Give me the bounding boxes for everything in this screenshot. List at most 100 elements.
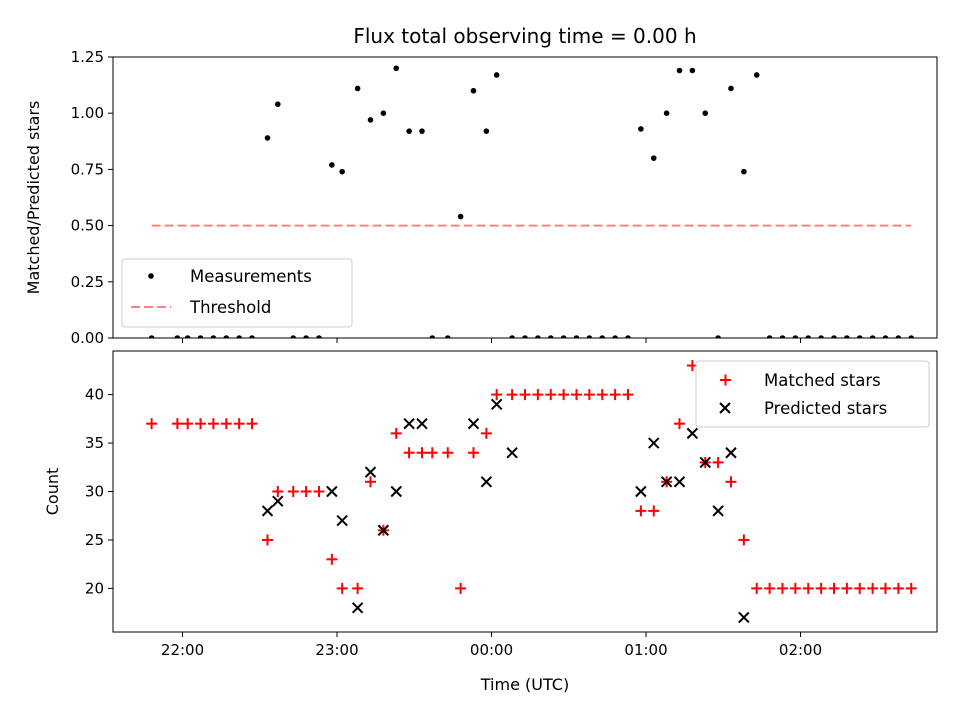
measurement-point [741,168,747,175]
matched-stars-point [287,486,299,497]
matched-stars-point [635,505,647,517]
y-axis-label: Matched/Predicted stars [24,101,43,295]
measurement-point [522,335,528,338]
matched-stars-point [272,486,284,497]
matched-stars-point [892,582,904,594]
measurement-point [339,168,345,175]
matched-stars-point [207,418,219,430]
predicted-stars-point [712,505,724,517]
y-tick-label: 20 [85,579,104,597]
measurement-point [223,335,230,338]
matched-stars-point [545,389,557,401]
predicted-stars-point [635,485,647,498]
matched-stars-point [233,418,245,430]
predicted-stars-point [416,417,428,430]
measurement-point [869,335,876,338]
matched-stars-point [841,582,853,594]
measurement-point [210,335,217,338]
matched-stars-point [674,418,685,430]
x-tick-label: 01:00 [624,641,667,659]
predicted-stars-point [648,437,660,449]
measurement-point [406,128,412,134]
measurement-point [573,335,580,338]
measurement-point [197,335,204,338]
measurement-point [625,335,631,338]
x-tick-label: 22:00 [161,641,204,659]
matched-stars-point [802,582,814,594]
legend-predicted-label: Predicted stars [764,399,887,418]
matched-stars-point [571,389,582,401]
matched-stars-point [532,389,544,401]
x-tick-label: 23:00 [315,641,358,659]
measurement-point [444,335,451,338]
measurement-point [805,335,812,338]
legend-threshold-label: Threshold [189,298,271,317]
measurement-point [316,335,322,338]
matched-stars-point [506,389,518,401]
panel-top-ratio: 0.00 0.25 0.50 0.75 1.00 1.25 Flux total obser… [24,24,938,347]
matched-stars-point [583,389,595,401]
legend-measurements-marker [148,273,154,279]
measurement-point [895,335,902,338]
predicted-stars-point [390,485,402,498]
measurement-point [818,335,824,338]
matched-stars-point [777,582,788,594]
measurement-point [779,335,786,338]
axes-frame [112,350,938,633]
predicted-stars-point [725,447,737,459]
matched-stars-point [416,447,428,459]
measurement-point [728,85,734,92]
matched-stars-point [390,427,402,439]
legend-matched-label: Matched stars [764,371,881,390]
y-tick-label: 0.50 [71,217,104,235]
matched-stars-point [738,534,750,546]
measurement-point [470,87,477,94]
measurement-point [856,335,863,338]
y-tick-label: 0.25 [71,273,104,291]
matched-stars-point [455,582,467,594]
legend-box [121,258,353,328]
matched-stars-point [880,582,891,594]
measurement-point [831,335,837,338]
matched-stars-point [182,418,194,430]
measurement-point [419,128,425,134]
x-tick-label: 02:00 [779,641,822,659]
plot-area [146,360,917,624]
matched-stars-point [146,418,158,430]
predicted-stars-point [506,447,518,459]
chart-title: Flux total observing time = 0.00 h [353,24,696,48]
measurement-point [264,135,271,141]
measurement-point [792,335,799,338]
legend-box [695,360,930,428]
matched-stars-point [365,476,376,488]
predicted-stars-point [351,602,364,614]
matched-stars-point [725,476,737,488]
x-tick-label: 00:00 [470,641,513,659]
measurement-point [380,110,387,116]
plot-area [148,65,915,338]
axes-frame [112,56,938,339]
predicted-stars-point [490,398,503,411]
y-tick-label: 25 [85,531,104,549]
measurement-point [753,72,760,78]
matched-stars-point [609,389,621,401]
matched-stars-point [326,553,338,565]
measurement-point [844,335,850,338]
legend-predicted-marker [719,402,731,414]
matched-stars-point [828,582,840,594]
matched-stars-point [442,447,454,459]
predicted-stars-point [403,417,415,430]
measurement-point [586,335,593,338]
measurement-point [638,126,644,132]
measurement-point [249,335,255,338]
predicted-stars-point [480,476,493,488]
measurement-point [715,335,721,338]
measurement-point [184,335,191,338]
measurement-point [650,155,657,161]
matched-stars-point [712,456,724,468]
y-tick-label: 1.00 [71,104,104,122]
matched-stars-point [336,582,348,594]
matched-stars-point [491,389,503,401]
predicted-stars-point [686,427,699,440]
measurement-point [329,162,335,168]
